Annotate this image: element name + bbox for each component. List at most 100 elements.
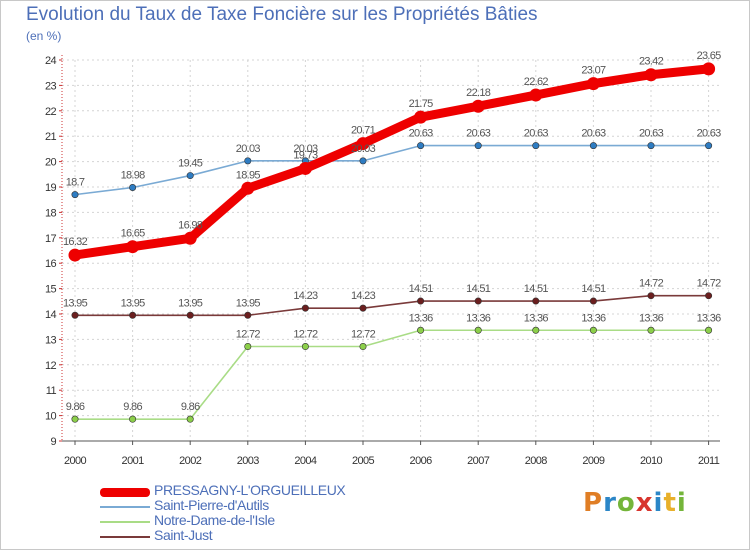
- data-point: [532, 142, 540, 150]
- data-point: [186, 415, 194, 423]
- data-point: [186, 311, 194, 319]
- data-label: 9.86: [181, 401, 200, 413]
- data-label: 13.36: [409, 312, 434, 324]
- data-label: 20.71: [351, 125, 376, 137]
- data-label: 12.72: [351, 329, 376, 341]
- data-label: 13.95: [236, 297, 261, 309]
- data-point: [414, 110, 428, 124]
- data-point: [71, 191, 79, 199]
- y-tick-label: 21: [45, 131, 57, 143]
- data-point: [586, 77, 600, 91]
- data-label: 14.23: [293, 290, 318, 302]
- data-label: 9.86: [66, 401, 85, 413]
- data-point: [68, 248, 82, 262]
- data-point: [129, 415, 137, 423]
- y-tick-label: 20: [45, 157, 57, 169]
- series-layer: [68, 62, 716, 423]
- logo-letter: P: [583, 488, 604, 518]
- data-point: [298, 161, 312, 175]
- y-tick-label: 18: [45, 207, 57, 219]
- data-point: [589, 142, 597, 150]
- data-point: [702, 62, 716, 76]
- y-tick-label: 9: [50, 436, 56, 448]
- data-label: 20.63: [639, 128, 664, 140]
- x-tick-label: 2007: [467, 455, 490, 467]
- data-point: [474, 142, 482, 150]
- axes: 9 10 11 12 13 14 15 16 17 18 19 20 21 22 23 24 2000 2001 2…: [45, 55, 720, 467]
- y-tick-label: 24: [45, 55, 57, 67]
- x-tick-label: 2008: [525, 455, 548, 467]
- data-label: 13.95: [63, 297, 88, 309]
- data-point: [126, 240, 140, 254]
- data-label: 13.95: [121, 297, 146, 309]
- chart-title: Evolution du Taux de Taxe Foncière sur l…: [26, 4, 538, 25]
- data-point: [471, 99, 485, 113]
- x-tick-label: 2011: [698, 455, 720, 467]
- data-label: 14.51: [466, 283, 491, 295]
- data-point: [647, 142, 655, 150]
- y-tick-label: 15: [45, 284, 57, 296]
- y-tick-label: 14: [45, 309, 57, 321]
- series-line: [74, 294, 710, 317]
- legend-swatch: [100, 506, 150, 508]
- data-label: 23.65: [697, 50, 722, 62]
- data-label: 20.63: [581, 128, 606, 140]
- data-point: [589, 326, 597, 334]
- series-line: [74, 329, 710, 420]
- series-line: [74, 144, 710, 196]
- data-label: 23.07: [581, 65, 606, 77]
- data-label: 14.72: [639, 278, 664, 290]
- y-tick-label: 12: [45, 360, 57, 372]
- legend-swatch: [100, 536, 150, 538]
- data-point: [241, 181, 255, 195]
- y-tick-label: 13: [45, 334, 57, 346]
- data-point: [301, 343, 309, 351]
- data-label: 13.36: [639, 312, 664, 324]
- data-point: [474, 297, 482, 305]
- data-point: [359, 157, 367, 165]
- data-point: [186, 172, 194, 180]
- series-line: [70, 64, 714, 260]
- x-tick-label: 2002: [179, 455, 202, 467]
- logo-letter: i: [653, 488, 664, 518]
- data-point: [71, 415, 79, 423]
- data-point: [183, 231, 197, 245]
- data-label: 18.98: [121, 170, 146, 182]
- data-label: 20.63: [524, 128, 549, 140]
- data-label: 16.32: [63, 236, 88, 248]
- unit-label: (en %): [26, 29, 62, 43]
- x-tick-label: 2006: [410, 455, 433, 467]
- logo-letter: r: [603, 488, 617, 518]
- data-label: 20.63: [697, 128, 722, 140]
- y-tick-label: 19: [45, 182, 57, 194]
- data-label: 14.51: [409, 283, 434, 295]
- data-point: [417, 297, 425, 305]
- logo-letter: t: [663, 488, 677, 518]
- data-label: 14.51: [581, 283, 606, 295]
- data-label: 22.18: [466, 87, 491, 99]
- data-label: 20.63: [409, 128, 434, 140]
- data-label: 21.75: [409, 98, 434, 110]
- data-label: 13.36: [697, 312, 722, 324]
- data-label: 12.72: [236, 329, 261, 341]
- y-tick-label: 22: [45, 106, 57, 118]
- data-label: 18.7: [66, 177, 85, 189]
- data-point: [705, 326, 713, 334]
- data-point: [647, 292, 655, 300]
- data-label: 12.72: [293, 329, 318, 341]
- data-label: 19.73: [293, 149, 318, 161]
- data-point: [71, 311, 79, 319]
- data-point: [474, 326, 482, 334]
- data-label: 14.72: [697, 278, 722, 290]
- data-label: 16.65: [121, 228, 146, 240]
- legend-label: Saint-Pierre-d'Autils: [154, 497, 269, 513]
- data-point: [244, 343, 252, 351]
- logo-letter: i: [676, 488, 687, 518]
- data-point: [705, 292, 713, 300]
- data-point: [359, 304, 367, 312]
- data-point: [356, 137, 370, 151]
- data-labels: 16.32 16.65 16.98 18.95 19.73 20.71 21.75 22.18…: [63, 50, 722, 413]
- proxiti-logo: Proxiti: [583, 488, 687, 518]
- data-label: 20.03: [236, 143, 261, 155]
